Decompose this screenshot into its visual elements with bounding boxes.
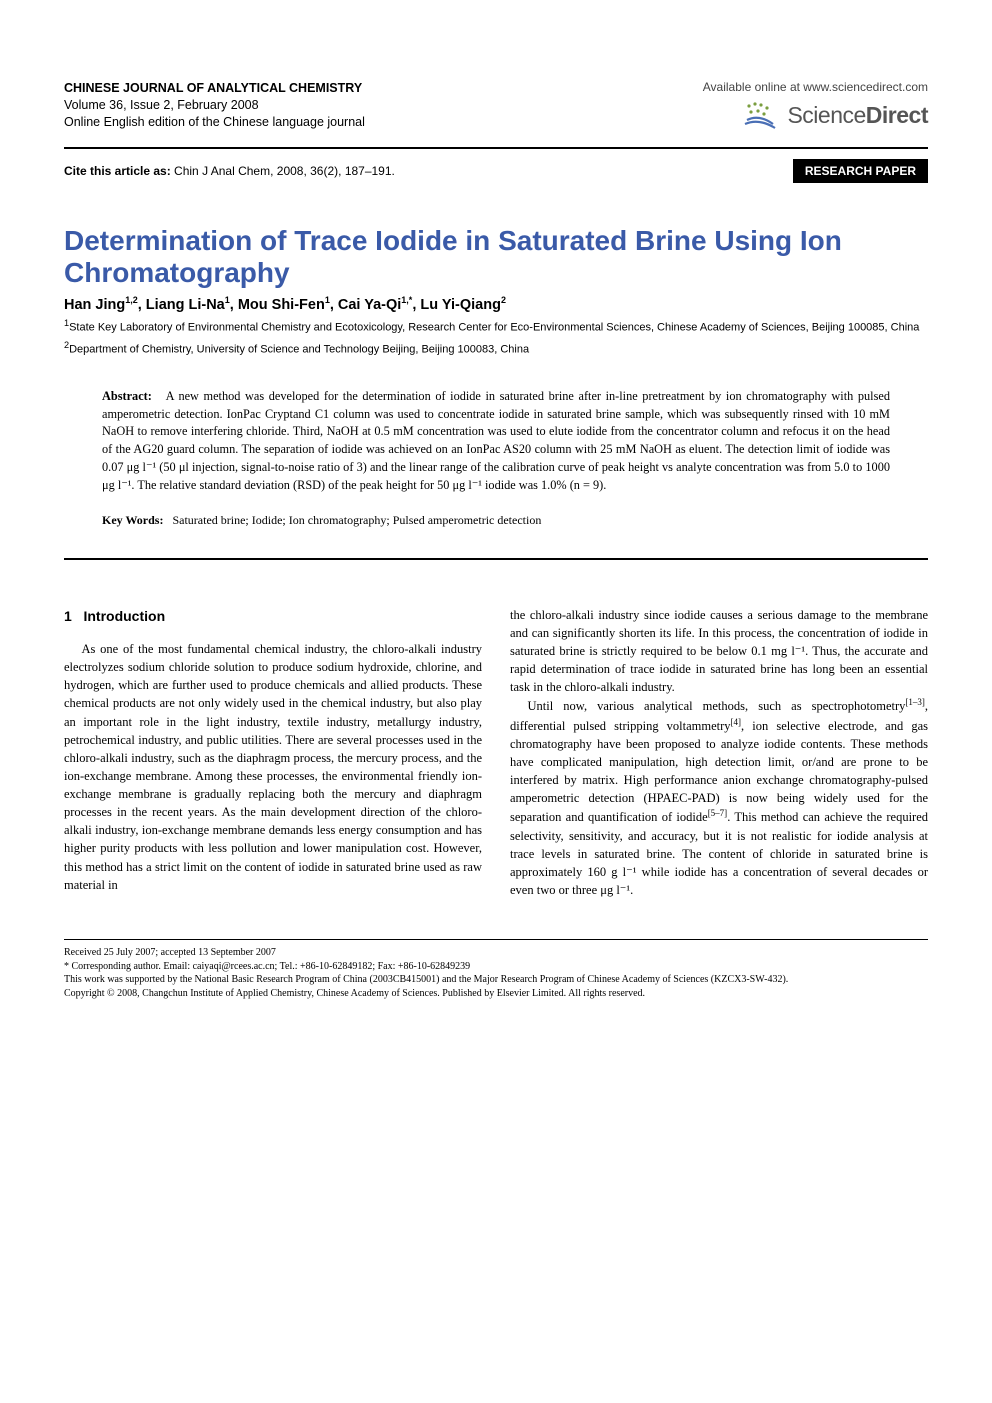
publisher-block: Available online at www.sciencedirect.co… <box>703 80 928 130</box>
available-online-text: Available online at www.sciencedirect.co… <box>703 80 928 94</box>
footnote-corresponding: * Corresponding author. Email: caiyaqi@r… <box>64 960 928 974</box>
affiliation-1: 1State Key Laboratory of Environmental C… <box>64 317 928 336</box>
keywords-text: Saturated brine; Iodide; Ion chromatogra… <box>172 513 541 527</box>
citation-text: Cite this article as: Chin J Anal Chem, … <box>64 164 395 178</box>
section-number: 1 <box>64 608 72 624</box>
cite-value: Chin J Anal Chem, 2008, 36(2), 187–191. <box>171 164 395 178</box>
keywords-block: Key Words: Saturated brine; Iodide; Ion … <box>102 513 890 528</box>
abstract-block: Abstract: A new method was developed for… <box>102 388 890 495</box>
sciencedirect-wordmark: ScienceDirect <box>787 102 928 129</box>
edition-line: Online English edition of the Chinese la… <box>64 114 365 131</box>
article-title: Determination of Trace Iodide in Saturat… <box>64 225 928 289</box>
authors-line: Han Jing1,2, Liang Li-Na1, Mou Shi-Fen1,… <box>64 295 928 313</box>
column-left: 1 Introduction As one of the most fundam… <box>64 606 482 899</box>
column-right: the chloro-alkali industry since iodide … <box>510 606 928 899</box>
citation-row: Cite this article as: Chin J Anal Chem, … <box>64 159 928 183</box>
divider-top <box>64 147 928 149</box>
volume-issue: Volume 36, Issue 2, February 2008 <box>64 97 365 114</box>
journal-info: CHINESE JOURNAL OF ANALYTICAL CHEMISTRY … <box>64 80 365 131</box>
affiliation-2: 2Department of Chemistry, University of … <box>64 339 928 358</box>
section-heading: 1 Introduction <box>64 606 482 626</box>
research-paper-badge: RESEARCH PAPER <box>793 159 928 183</box>
para-right-1: the chloro-alkali industry since iodide … <box>510 606 928 697</box>
footnote-copyright: Copyright © 2008, Changchun Institute of… <box>64 987 928 1001</box>
para-right-2: Until now, various analytical methods, s… <box>510 696 928 899</box>
section-title: Introduction <box>83 608 165 624</box>
cite-label: Cite this article as: <box>64 164 171 178</box>
divider-after-abstract <box>64 558 928 560</box>
footnotes-block: Received 25 July 2007; accepted 13 Septe… <box>64 939 928 1000</box>
footnote-funding: This work was supported by the National … <box>64 973 928 987</box>
keywords-label: Key Words: <box>102 513 163 527</box>
sciencedirect-logo: ScienceDirect <box>703 100 928 130</box>
header-row: CHINESE JOURNAL OF ANALYTICAL CHEMISTRY … <box>64 80 928 131</box>
abstract-label: Abstract: <box>102 389 152 403</box>
footnote-received: Received 25 July 2007; accepted 13 Septe… <box>64 946 928 960</box>
sciencedirect-icon <box>741 100 781 130</box>
journal-title: CHINESE JOURNAL OF ANALYTICAL CHEMISTRY <box>64 80 365 97</box>
abstract-text: A new method was developed for the deter… <box>102 389 890 492</box>
body-columns: 1 Introduction As one of the most fundam… <box>64 606 928 899</box>
para-left-1: As one of the most fundamental chemical … <box>64 640 482 894</box>
